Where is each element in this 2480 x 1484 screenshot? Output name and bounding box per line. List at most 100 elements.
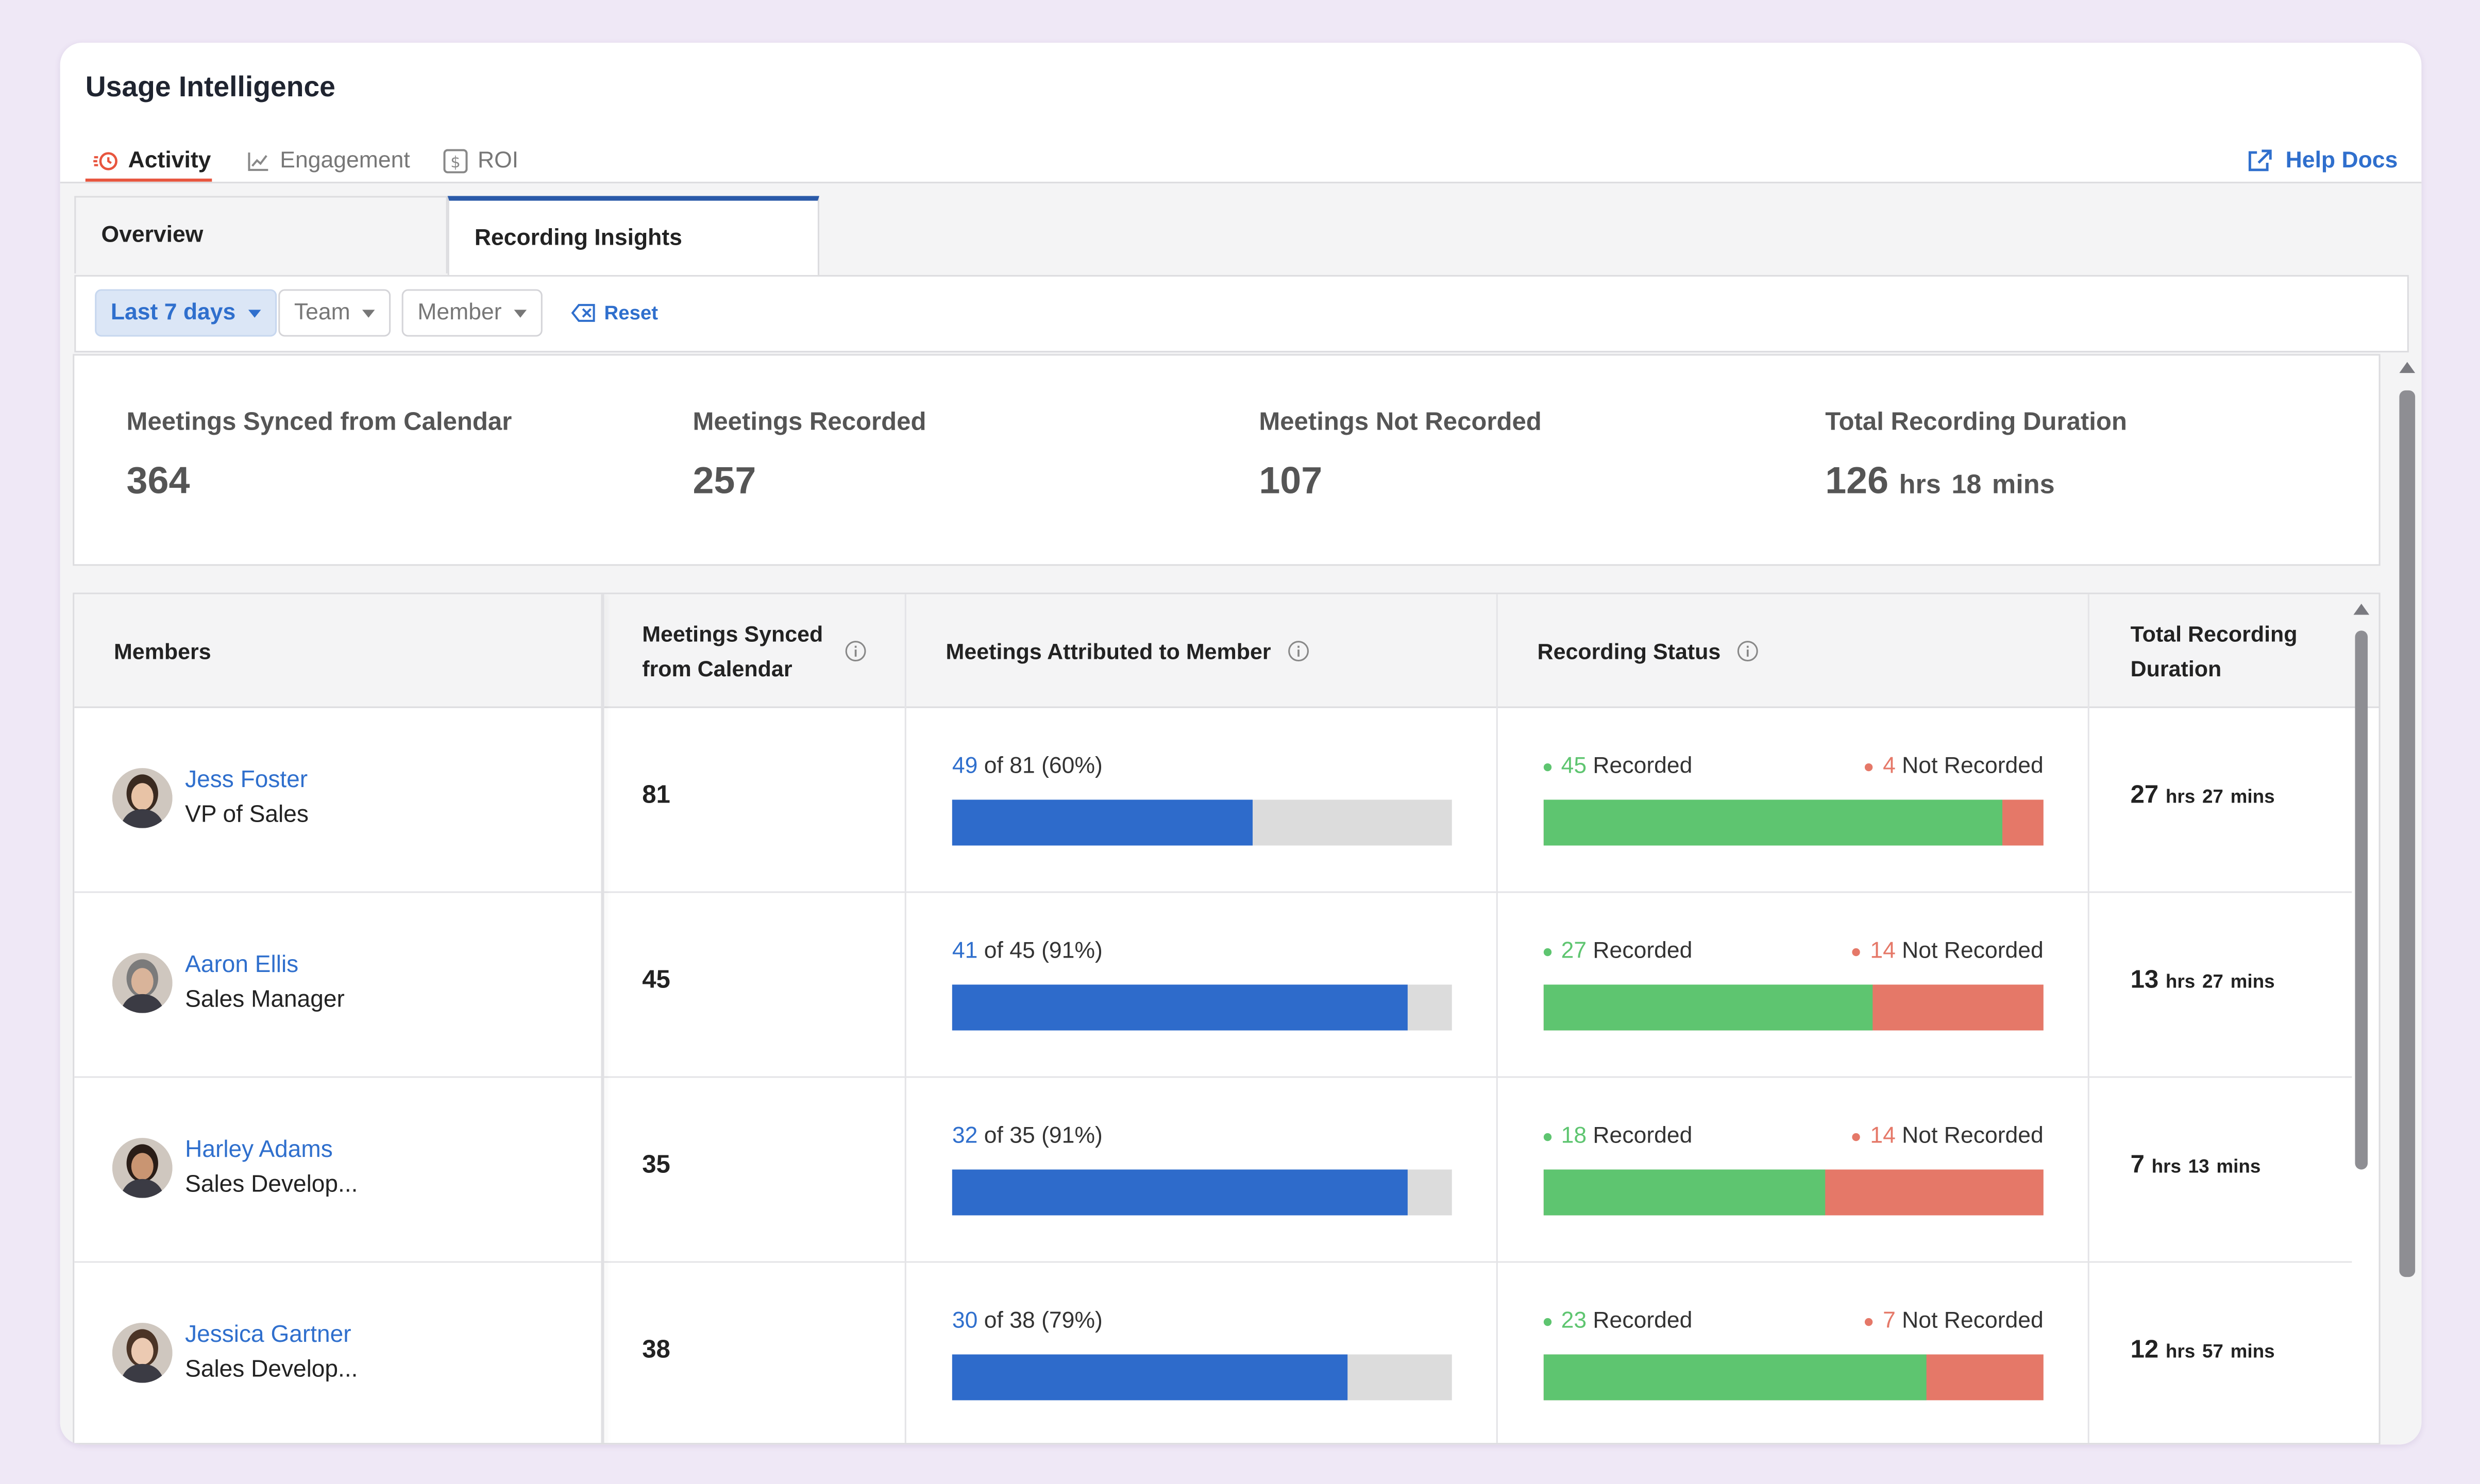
page-scrollbar[interactable] (2399, 359, 2416, 1307)
recorded-legend: 18 Recorded (1543, 1123, 1692, 1149)
member-name-link[interactable]: Jess Foster (185, 766, 308, 794)
column-divider (904, 594, 906, 1443)
attributed-count: 49 (952, 754, 978, 779)
duration-hours: 7 (2130, 1152, 2145, 1179)
col-synced-line1: Meetings Synced (642, 620, 823, 646)
member-role: Sales Develop... (185, 1171, 358, 1198)
attributed-text: 49 of 81 (60%) (952, 754, 1103, 779)
recording-duration: 27 hrs 27 mins (2131, 782, 2275, 811)
not-recorded-label: Not Recorded (1902, 1308, 2044, 1334)
info-icon[interactable] (1736, 639, 1759, 661)
member-name-link[interactable]: Harley Adams (185, 1136, 333, 1164)
member-dropdown[interactable]: Member (401, 289, 543, 337)
date-range-dropdown[interactable]: Last 7 days (95, 289, 277, 337)
team-dropdown[interactable]: Team (278, 289, 392, 337)
duration-mins: 27 (2202, 970, 2223, 993)
col-duration: Total Recording Duration (2131, 594, 2298, 707)
member-role: Sales Manager (185, 986, 345, 1013)
col-synced-line2: from Calendar (642, 655, 792, 680)
member-name-link[interactable]: Aaron Ellis (185, 951, 299, 979)
recorded-dot-icon (1543, 1317, 1552, 1325)
tab-engagement[interactable]: Engagement (247, 141, 410, 182)
duration-hours-unit: hrs (2165, 785, 2196, 808)
not-recorded-dot-icon (1865, 762, 1874, 771)
duration-mins: 57 (2202, 1340, 2223, 1362)
attributed-count: 32 (952, 1123, 978, 1149)
info-icon[interactable] (845, 639, 867, 661)
col-synced: Meetings Synced from Calendar (642, 594, 867, 707)
page-scrollbar-thumb[interactable] (2399, 390, 2416, 1277)
subtab-recording-insights[interactable]: Recording Insights (447, 196, 820, 275)
col-members: Members (114, 594, 211, 707)
table-scrollbar[interactable] (2353, 594, 2370, 1443)
scroll-up-icon[interactable] (2399, 362, 2416, 373)
attributed-text: 32 of 35 (91%) (952, 1123, 1103, 1149)
member-name-link[interactable]: Jessica Gartner (185, 1321, 351, 1349)
column-divider (1496, 594, 1498, 1443)
engagement-chart-icon (247, 150, 271, 172)
recorded-bar-fill (1543, 799, 2003, 846)
attributed-total: of 81 (60%) (984, 754, 1103, 779)
avatar (112, 1138, 173, 1198)
scroll-up-icon[interactable] (2353, 604, 2370, 615)
attributed-bar (952, 799, 1452, 846)
recorded-dot-icon (1543, 1132, 1552, 1140)
chevron-down-icon (363, 309, 376, 317)
duration-hours-unit: hrs (2165, 1340, 2196, 1362)
reset-button[interactable]: Reset (571, 289, 658, 336)
recording-status-bar (1543, 1169, 2044, 1216)
info-icon[interactable] (1287, 639, 1309, 661)
recording-status-bar (1543, 799, 2044, 846)
attributed-bar-fill (952, 984, 1407, 1031)
col-duration-label: Total Recording Duration (2131, 616, 2298, 685)
tab-activity[interactable]: Activity (93, 141, 211, 182)
col-attributed-label: Meetings Attributed to Member (946, 638, 1271, 663)
duration-hours-unit: hrs (2151, 1155, 2181, 1178)
not-recorded-legend: 14 Not Recorded (1800, 1123, 2044, 1149)
recorded-legend: 45 Recorded (1543, 754, 1693, 779)
stat-value: 364 (126, 459, 190, 503)
col-status-label: Recording Status (1537, 638, 1721, 663)
help-docs-link[interactable]: Help Docs (2248, 141, 2398, 182)
subtab-overview-label: Overview (101, 223, 204, 248)
duration-mins: 27 (2202, 785, 2223, 808)
recorded-label: Recorded (1593, 1308, 1693, 1334)
not-recorded-label: Not Recorded (1902, 754, 2044, 779)
column-divider (601, 594, 604, 1443)
not-recorded-legend: 7 Not Recorded (1800, 1308, 2044, 1334)
attributed-total: of 45 (91%) (984, 939, 1103, 964)
reset-label: Reset (604, 302, 659, 324)
table-scrollbar-thumb[interactable] (2355, 630, 2368, 1170)
recording-status-bar (1543, 1354, 2044, 1401)
clear-icon (571, 303, 596, 322)
attributed-bar (952, 984, 1452, 1031)
recorded-label: Recorded (1593, 754, 1693, 779)
not-recorded-count: 7 (1883, 1308, 1896, 1334)
not-recorded-dot-icon (1852, 947, 1861, 956)
synced-count: 45 (642, 967, 670, 994)
tab-roi[interactable]: $ ROI (443, 141, 518, 182)
table-row: Harley Adams Sales Develop... 35 32 of 35 (… (74, 1076, 2352, 1263)
not-recorded-count: 14 (1870, 939, 1896, 964)
table-row: Jess Foster VP of Sales 81 49 of 81 (60%) 45… (74, 706, 2352, 893)
duration-mins-unit: mins (2230, 1340, 2275, 1362)
not-recorded-legend: 14 Not Recorded (1800, 939, 2044, 964)
col-duration-line2: Duration (2130, 655, 2222, 680)
filter-bar: Last 7 days Team Member Reset (74, 275, 2409, 353)
attributed-bar-fill (952, 1354, 1347, 1401)
duration-hours: 27 (2130, 782, 2159, 809)
attributed-bar (952, 1354, 1452, 1401)
synced-count: 35 (642, 1152, 670, 1179)
not-recorded-count: 14 (1870, 1123, 1896, 1149)
duration-hours: 12 (2130, 1337, 2159, 1364)
avatar (112, 953, 173, 1013)
stat-synced: Meetings Synced from Calendar 364 (127, 410, 512, 504)
stat-label: Meetings Not Recorded (1259, 409, 1542, 436)
col-members-label: Members (114, 638, 211, 663)
subtab-overview[interactable]: Overview (74, 196, 448, 274)
not-recorded-legend: 4 Not Recorded (1800, 754, 2044, 779)
team-dropdown-label: Team (294, 300, 350, 326)
stat-recorded: Meetings Recorded 257 (693, 410, 926, 504)
attributed-total: of 35 (91%) (984, 1123, 1103, 1149)
